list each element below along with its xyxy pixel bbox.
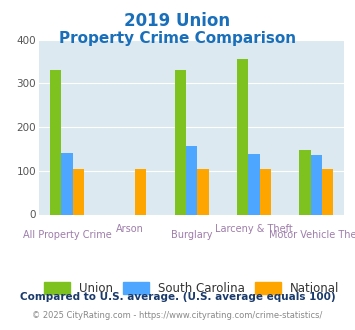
Bar (50, 70, 61, 214)
Bar (237, 59, 248, 215)
Bar (248, 154, 260, 214)
Text: Motor Vehicle Theft: Motor Vehicle Theft (269, 230, 355, 240)
Text: Property Crime Comparison: Property Crime Comparison (59, 31, 296, 46)
Text: Larceny & Theft: Larceny & Theft (215, 224, 293, 234)
Text: 2019 Union: 2019 Union (125, 12, 230, 30)
Bar (300, 150, 311, 214)
Bar (186, 146, 197, 214)
Bar (61, 153, 73, 214)
Bar (135, 170, 146, 214)
Bar (260, 170, 271, 214)
Text: Arson: Arson (115, 224, 143, 234)
Legend: Union, South Carolina, National: Union, South Carolina, National (39, 277, 344, 300)
Text: All Property Crime: All Property Crime (23, 230, 111, 240)
Bar (311, 155, 322, 214)
Bar (322, 170, 333, 214)
Text: Compared to U.S. average. (U.S. average equals 100): Compared to U.S. average. (U.S. average … (20, 292, 335, 302)
Bar (175, 70, 186, 214)
Bar (197, 170, 208, 214)
Text: © 2025 CityRating.com - https://www.cityrating.com/crime-statistics/: © 2025 CityRating.com - https://www.city… (32, 311, 323, 320)
Bar (73, 170, 84, 214)
Text: Burglary: Burglary (171, 230, 212, 240)
